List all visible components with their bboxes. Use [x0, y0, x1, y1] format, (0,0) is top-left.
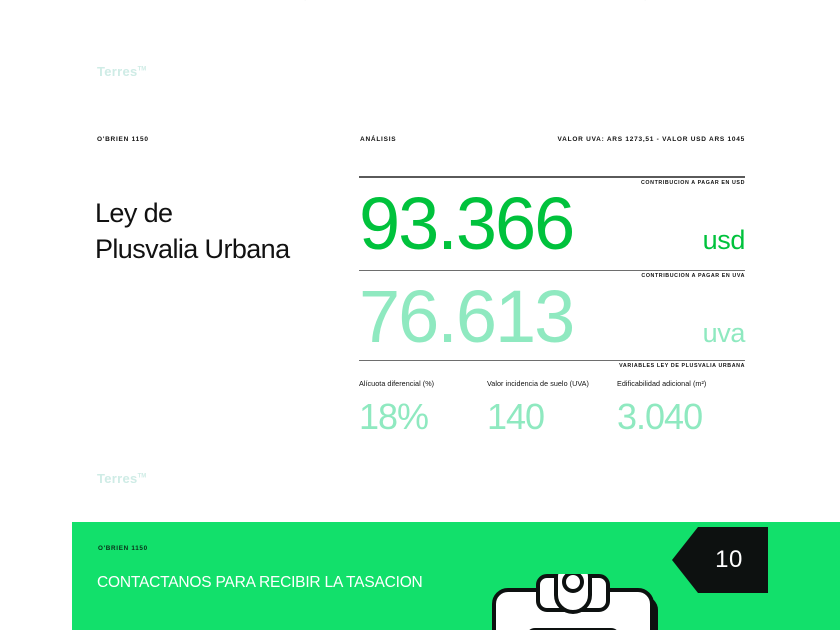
- usd-figure-row: 93.366 usd: [359, 186, 745, 261]
- top-cell-value-5: 100 %: [590, 0, 612, 1]
- header-section: ANÁLISIS: [360, 136, 397, 143]
- divider-middle: [359, 270, 745, 272]
- variable-aliquot-value: 18%: [359, 395, 429, 437]
- top-cell-value-2: 1,022.5 M2: [300, 0, 339, 1]
- uva-figure-row: 76.613 uva: [359, 279, 745, 354]
- top-cell-value-3: 30 M2: [418, 0, 439, 1]
- divider-top: [359, 176, 745, 178]
- brand-logo-top: TerresTM: [97, 64, 146, 79]
- variable-land-incidence: Valor incidencia de suelo (UVA) 140: [487, 379, 617, 436]
- brand-logo-bottom-text: Terres: [97, 471, 138, 486]
- caption-usd: CONTRIBUCION A PAGAR EN USD: [641, 179, 745, 186]
- divider-variables: [359, 359, 745, 361]
- variable-extra-buildability-label: Edificabilidad adicional (m²): [617, 378, 707, 388]
- variable-extra-buildability-value: 3.040: [617, 395, 703, 437]
- page-title-line-2: Plusvalia Urbana: [95, 233, 290, 264]
- usd-unit: usd: [702, 224, 746, 255]
- caption-uva: CONTRIBUCION A PAGAR EN UVA: [641, 273, 745, 280]
- top-cell-value-1: 239 M2: [232, 0, 258, 1]
- brand-trademark-bottom: TM: [137, 473, 147, 480]
- variable-extra-buildability: Edificabilidad adicional (m²) 3.040: [617, 379, 745, 436]
- page-number: 10: [715, 546, 743, 573]
- uva-amount: 76.613: [359, 275, 575, 359]
- results-panel: CONTRIBUCION A PAGAR EN USD 93.366 usd C…: [359, 176, 745, 435]
- page-title-line-1: Ley de: [95, 198, 173, 228]
- variable-aliquot-label: Alícuota diferencial (%): [359, 378, 435, 388]
- usd-amount: 93.366: [359, 181, 575, 265]
- banner-address: O'BRIEN 1150: [98, 545, 148, 552]
- clipboard-icon: [492, 574, 658, 630]
- contact-banner[interactable]: O'BRIEN 1150 CONTACTANOS PARA RECIBIR LA…: [72, 522, 840, 630]
- variable-land-incidence-label: Valor incidencia de suelo (UVA): [487, 378, 589, 388]
- brand-logo-top-text: Terres: [97, 64, 138, 79]
- banner-cta-text: CONTACTANOS PARA RECIBIR LA TASACION: [97, 574, 423, 591]
- page-number-flag: 10: [672, 527, 768, 593]
- brand-logo-bottom: TerresTM: [97, 471, 146, 486]
- brand-trademark-top: TM: [137, 66, 147, 73]
- header-exchange-values: VALOR UVA: ARS 1273,51 - VALOR USD ARS 1…: [557, 136, 745, 143]
- top-table-strip: TOTALES 239 M2 1,022.5 M2 30 M2 457 M2 1…: [0, 0, 840, 10]
- top-cell-value-6: 1,078.5 M2: [640, 0, 679, 1]
- page-title: Ley de Plusvalia Urbana: [95, 196, 345, 267]
- caption-variables: VARIABLES LEY DE PLUSVALIA URBANA: [619, 362, 745, 369]
- header-address: O'BRIEN 1150: [97, 136, 149, 143]
- variable-land-incidence-value: 140: [487, 395, 545, 437]
- variable-aliquot: Alícuota diferencial (%) 18%: [359, 379, 487, 436]
- top-cell-totales: TOTALES: [97, 0, 132, 1]
- variables-row: Alícuota diferencial (%) 18% Valor incid…: [359, 379, 745, 436]
- top-cell-value-4: 457 M2: [470, 0, 496, 1]
- uva-unit: uva: [702, 318, 746, 349]
